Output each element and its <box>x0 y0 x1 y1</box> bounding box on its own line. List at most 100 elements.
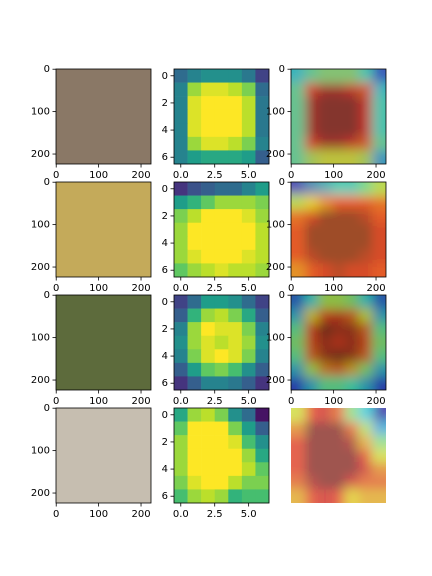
overlay-cell <box>304 462 319 477</box>
x-tick-label: 200 <box>131 396 150 407</box>
heatmap-cell <box>255 136 270 151</box>
heatmap-cell <box>241 96 256 111</box>
overlay-cell <box>331 408 346 423</box>
overlay-cell <box>291 376 306 390</box>
heatmap-cell <box>214 448 229 463</box>
x-tick-label: 100 <box>324 396 343 407</box>
heatmap-cell <box>214 69 229 83</box>
y-tick-label: 200 <box>31 488 50 499</box>
heatmap-cell <box>255 150 270 165</box>
overlay-cell <box>304 322 319 337</box>
heatmap-cell <box>174 263 188 278</box>
heatmap-cell <box>241 123 256 138</box>
overlay-cell <box>345 475 360 490</box>
y-tick-label: 100 <box>266 107 285 118</box>
heatmap-cell <box>187 335 202 350</box>
x-tick-label: 0 <box>288 396 294 407</box>
heatmap-cell <box>255 448 270 463</box>
heatmap-cell <box>201 462 216 477</box>
heatmap-cell <box>174 462 188 477</box>
overlay-cell <box>358 96 373 111</box>
overlay-cell <box>291 263 306 277</box>
heatmap-cell <box>214 222 229 237</box>
heatmap-cell <box>255 349 270 364</box>
heatmap-cell <box>255 376 270 391</box>
heatmap-cell <box>174 222 188 237</box>
overlay-cell <box>358 150 373 164</box>
y-tick-label: 0 <box>279 64 285 75</box>
x-tick-label: 5.0 <box>241 509 257 520</box>
overlay-cell <box>318 308 333 323</box>
heatmap-cell <box>255 408 270 422</box>
heatmap-cell <box>241 462 256 477</box>
overlay-cell <box>304 209 319 224</box>
y-tick-label: 100 <box>266 220 285 231</box>
heatmap-cell <box>214 376 229 391</box>
x-tick-label: 200 <box>366 170 385 181</box>
y-tick-label: 0 <box>279 177 285 188</box>
heatmap-cell <box>255 435 270 450</box>
heatmap-cell <box>201 349 216 364</box>
overlay-cell <box>345 308 360 323</box>
x-tick-label: 200 <box>366 283 385 294</box>
overlay-cell <box>331 249 346 264</box>
overlay-cell <box>331 448 346 463</box>
overlay-cell <box>345 489 360 503</box>
heatmap-cell <box>187 462 202 477</box>
overlay-cell <box>358 475 373 490</box>
overlay-cell <box>291 295 306 310</box>
y-tick-label: 200 <box>31 262 50 273</box>
heatmap-cell <box>228 421 243 436</box>
overlay-cell <box>358 82 373 97</box>
y-tick-label: 6 <box>162 378 168 389</box>
overlay-cell <box>331 123 346 138</box>
heatmap-cell <box>174 408 188 422</box>
overlay-cell <box>358 376 373 390</box>
overlay-cell <box>358 448 373 463</box>
overlay-cell <box>345 209 360 224</box>
y-tick-label: 100 <box>31 220 50 231</box>
overlay-cell <box>304 136 319 151</box>
overlay-cell <box>358 136 373 151</box>
overlay-cell <box>318 82 333 97</box>
heatmap-cell <box>201 109 216 124</box>
heatmap-cell <box>174 308 188 323</box>
heatmap-cell <box>174 82 188 97</box>
heatmap-cell <box>228 123 243 138</box>
heatmap-cell <box>174 335 188 350</box>
overlay-cell <box>291 475 306 490</box>
heatmap-cell <box>255 209 270 224</box>
overlay-blur <box>291 295 386 390</box>
heatmap-cell <box>241 182 256 196</box>
heatmap-cell <box>174 475 188 490</box>
y-tick-label: 200 <box>266 262 285 273</box>
y-tick-label: 200 <box>266 149 285 160</box>
overlay-cell <box>345 222 360 237</box>
heatmap-cell <box>187 362 202 377</box>
overlay-cell <box>291 435 306 450</box>
heatmap-cell <box>241 150 256 165</box>
heatmap-cell <box>201 136 216 151</box>
heatmap-cell <box>187 195 202 210</box>
heatmap-cell <box>174 435 188 450</box>
overlay-cell <box>304 376 319 390</box>
heatmap-cell <box>228 209 243 224</box>
overlay-cell <box>304 82 319 97</box>
x-tick-label: 200 <box>131 509 150 520</box>
heatmap-cell <box>241 222 256 237</box>
heatmap-cell <box>228 109 243 124</box>
heatmap-cell <box>187 435 202 450</box>
heatmap-cell <box>187 295 202 309</box>
overlay-cell <box>304 475 319 490</box>
heatmap-cell <box>255 462 270 477</box>
heatmap-cell <box>174 69 188 83</box>
heatmap-cell <box>241 349 256 364</box>
heatmap-cell <box>255 475 270 490</box>
x-tick-label: 0 <box>53 396 59 407</box>
overlay-cell <box>372 195 386 210</box>
x-tick-label: 0 <box>53 170 59 181</box>
heatmap-cell <box>255 249 270 264</box>
overlay-cell <box>304 362 319 377</box>
x-tick-label: 0 <box>53 283 59 294</box>
overlay-cell <box>372 109 386 124</box>
